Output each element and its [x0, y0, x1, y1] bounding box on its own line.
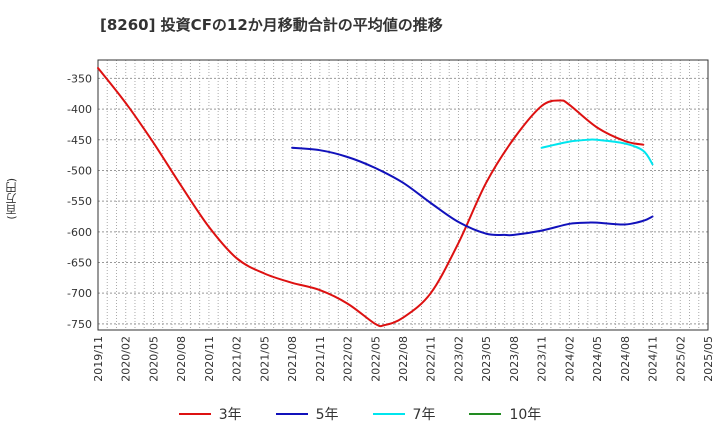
x-tick-label: 2023/02	[452, 336, 465, 382]
legend-item: 7年	[372, 404, 436, 424]
legend-swatch	[275, 413, 308, 415]
tick-labels: -350 -400 -450 -500 -550 -600 -650 -700 -7502019…	[67, 72, 715, 381]
legend-swatch	[372, 413, 405, 415]
y-tick-label: -350	[67, 72, 92, 85]
chart-title: [8260] 投資CFの12か月移動合計の平均値の推移	[100, 16, 443, 34]
legend: 3年 5年 7年 10年	[0, 400, 720, 428]
y-tick-label: -650	[67, 257, 92, 270]
y-tick-label: -750	[67, 318, 92, 331]
x-tick-label: 2024/02	[563, 336, 576, 382]
x-tick-label: 2021/08	[286, 336, 299, 382]
legend-item: 10年	[469, 404, 541, 424]
x-tick-label: 2023/11	[536, 336, 549, 382]
legend-swatch	[469, 413, 502, 415]
axes	[97, 59, 709, 331]
x-tick-label: 2023/05	[480, 336, 493, 382]
series-line-3年	[97, 67, 645, 328]
x-tick-label: 2021/05	[258, 336, 271, 382]
line-chart: -350 -400 -450 -500 -550 -600 -650 -700 -7502019…	[67, 59, 715, 382]
y-tick-label: -550	[67, 195, 92, 208]
x-tick-label: 2024/05	[591, 336, 604, 382]
y-tick-label: -500	[67, 164, 92, 177]
grid-lines	[97, 60, 709, 330]
series-lines	[97, 67, 654, 328]
x-tick-label: 2020/05	[147, 336, 160, 382]
x-tick-label: 2022/05	[369, 336, 382, 382]
y-tick-label: -700	[67, 287, 92, 300]
x-tick-label: 2019/11	[92, 336, 105, 382]
series-line-7年	[540, 138, 654, 166]
x-tick-label: 2025/05	[702, 336, 715, 382]
series-line-5年	[291, 146, 654, 237]
x-tick-label: 2022/02	[342, 336, 355, 382]
x-tick-label: 2020/11	[203, 336, 216, 382]
legend-item: 5年	[275, 404, 339, 424]
legend-label: 5年	[315, 407, 339, 423]
y-tick-label: -600	[67, 226, 92, 239]
y-tick-label: -400	[67, 103, 92, 116]
y-tick-label: -450	[67, 134, 92, 147]
legend-label: 7年	[412, 407, 436, 423]
legend-item: 3年	[178, 404, 242, 424]
x-tick-label: 2022/08	[397, 336, 410, 382]
x-tick-label: 2025/02	[674, 336, 687, 382]
x-tick-label: 2023/08	[508, 336, 521, 382]
x-tick-label: 2021/02	[231, 336, 244, 382]
x-tick-label: 2020/02	[120, 336, 133, 382]
x-tick-label: 2022/11	[425, 336, 438, 382]
x-tick-label: 2020/08	[175, 336, 188, 382]
legend-label: 3年	[218, 407, 242, 423]
legend-swatch	[178, 413, 211, 415]
x-tick-label: 2024/11	[647, 336, 660, 382]
legend-label: 10年	[509, 407, 542, 423]
plot-frame	[97, 59, 709, 331]
x-tick-label: 2021/11	[314, 336, 327, 382]
x-tick-label: 2024/08	[619, 336, 632, 382]
